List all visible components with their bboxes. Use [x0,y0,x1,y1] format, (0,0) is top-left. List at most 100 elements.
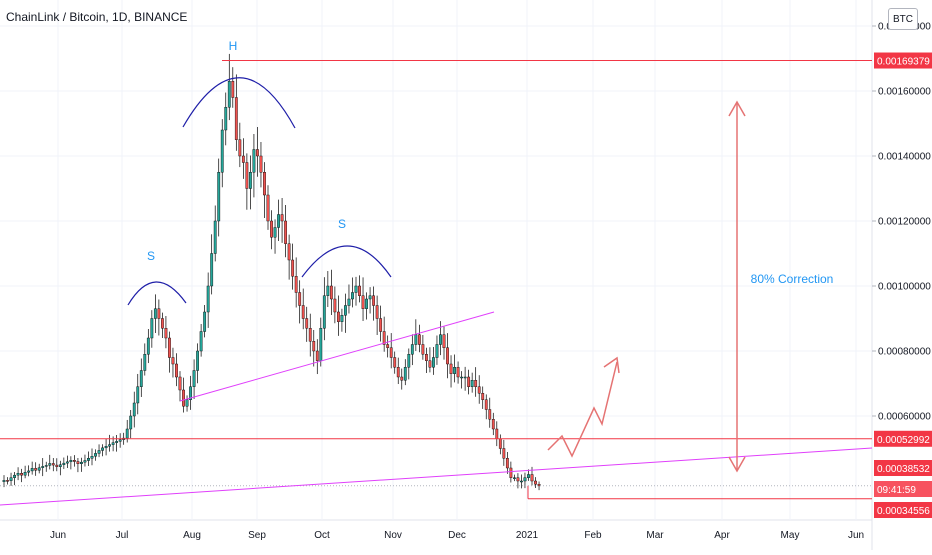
candle-body [101,447,104,451]
candle-body [210,253,214,287]
candle-body [139,370,143,387]
candle-body [520,480,523,483]
candle-body [51,463,55,466]
x-tick-label: May [781,530,800,541]
candle-body [439,334,442,345]
candle-body [245,162,249,189]
price-label-high-bg [874,52,932,69]
candle-body [125,428,129,439]
candle-body [400,376,404,381]
candle-body [505,458,509,469]
candle-body [80,461,83,464]
candle-body [72,460,76,462]
candle-body [502,448,506,459]
candle-body [129,415,133,430]
candle-body [294,276,298,293]
candle-body [252,149,256,173]
correction-arrow-top [728,100,746,117]
candle-body [347,298,351,306]
candle-body [224,107,228,131]
candle-body [30,468,34,472]
candle-body [69,460,73,463]
x-tick-label: Nov [384,530,402,541]
candle-body [340,315,344,322]
candle-body [315,350,319,361]
candle-body [65,461,69,464]
neckline [179,311,495,402]
candle-body [27,470,31,473]
candle-body [312,341,316,352]
candle-body [410,344,414,355]
candle-body [192,370,196,387]
candle-body [537,484,541,487]
projection-arrow [547,361,618,458]
candle-body [48,463,52,466]
candle-body [425,354,428,361]
candle-body [189,386,192,400]
candle-body [351,292,354,300]
y-tick-label: 0.00120000 [878,217,931,228]
price-label-current-bg [874,460,932,476]
candle-body [284,220,287,244]
currency-button[interactable]: BTC [888,8,918,30]
candle-body [277,214,280,228]
candle-body [185,399,189,407]
candle-body [104,446,108,449]
candle-body [241,155,245,163]
price-label-high: 0.00169379 [877,57,930,68]
candle-body [136,386,140,404]
price-label-current: 0.00038532 [877,464,930,475]
candle-body [41,466,45,468]
left-shoulder-arc [127,281,187,306]
candle-body [259,155,263,173]
candle-body [495,428,499,439]
candle-body [182,389,185,407]
long-trendline [0,447,873,506]
price-label-support: 0.00052992 [877,435,930,446]
candle-body [217,172,221,222]
x-tick-label: Mar [646,530,664,541]
candle-body [484,399,488,410]
candle-body [435,344,439,358]
candle-body [463,376,467,379]
candle-body [87,458,90,461]
candle-body [6,480,9,482]
candle-body [372,295,375,306]
candle-body [442,334,446,348]
candle-body [428,360,432,368]
candle-body [213,220,217,254]
candle-body [527,474,530,478]
candle-body [234,97,238,140]
candle-body [83,460,87,463]
candle-body [153,308,157,319]
candle-body [178,376,182,391]
candle-body [280,214,284,222]
left-shoulder-label: S [147,249,155,263]
candle-body [329,285,333,300]
candle-body [308,328,312,342]
candle-body [344,305,347,316]
candle-body [396,367,400,378]
candle-body [62,462,66,465]
projection-arrowhead [603,356,620,374]
candle-body [90,456,94,459]
x-tick-label: Feb [584,530,602,541]
candle-body [111,442,115,445]
candle-body [203,311,207,332]
candle-body [76,461,80,464]
candle-body [168,337,171,358]
candle-body [301,305,305,319]
candle-body [55,464,59,467]
candle-body [157,308,161,319]
candle-body [305,318,309,329]
candle-body [498,438,502,449]
candle-body [146,337,150,355]
candle-body [491,419,495,430]
candle-body [16,473,20,476]
candle-body [474,380,478,387]
candle-body [354,285,358,293]
candle-body [365,298,368,309]
candle-body [2,480,6,482]
